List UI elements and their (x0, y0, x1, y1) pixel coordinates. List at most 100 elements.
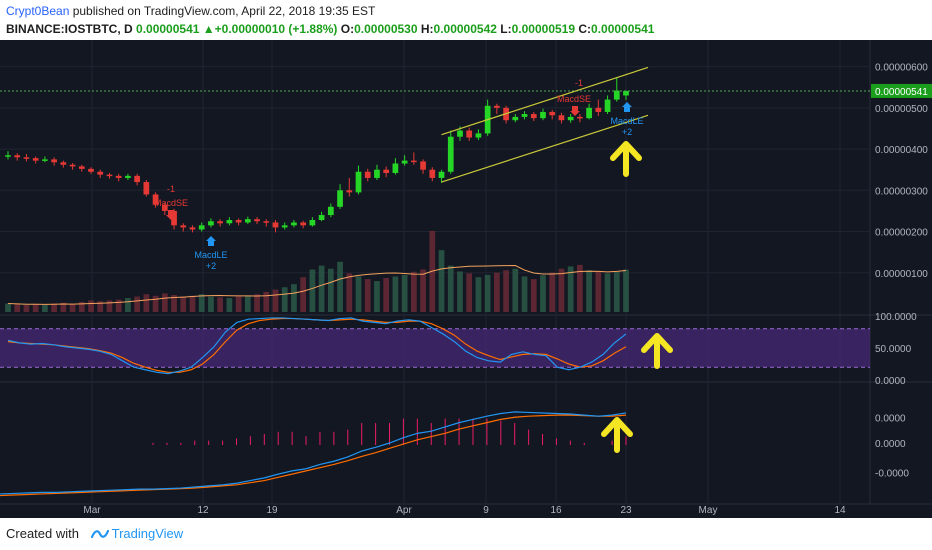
volume-bar (623, 269, 629, 312)
last-price-badge (871, 83, 932, 98)
macd-panel (0, 411, 627, 497)
channel-lower-line (441, 114, 649, 183)
volume-bar (521, 276, 528, 312)
volume-bar (327, 268, 334, 312)
volume-bar (198, 294, 205, 312)
volume-bar (23, 305, 30, 312)
volume-bar (5, 303, 11, 312)
volume-bar (300, 277, 307, 312)
candle-body (429, 169, 436, 178)
macd-le-2-label: MacdLE (610, 116, 643, 126)
volume-bar (558, 268, 565, 312)
candle-body (161, 204, 168, 211)
macd-le-1-count: +2 (206, 261, 216, 271)
macd-se-2-arrow-icon (570, 106, 580, 116)
macd-se-1-label: MacdSE (154, 198, 188, 208)
stoch-tick-label: 0.0000 (875, 376, 906, 387)
x-tick-label: 19 (266, 505, 278, 516)
volume-bar (392, 276, 399, 312)
candle-body (577, 116, 583, 119)
price-tick-label: 0.00000300 (875, 186, 928, 197)
macd-yellow-arrow-icon (601, 417, 633, 453)
volume-bar (235, 296, 242, 312)
volume-bar (484, 274, 491, 312)
stoch-tick-label: 100.0000 (875, 312, 917, 323)
candle-body (32, 158, 39, 161)
volume-bar (401, 274, 408, 312)
macd-se-1-count: -1 (167, 184, 175, 194)
macd-se-2-label: MacdSE (557, 94, 591, 104)
x-tick-label: May (699, 505, 718, 516)
author-link[interactable]: Crypt0Bean (6, 4, 70, 18)
candle-body (272, 222, 279, 228)
candle-body (254, 219, 260, 222)
stoch-k-line (7, 317, 627, 375)
high-value: 0.00000542 (433, 22, 497, 36)
candle-body (208, 221, 214, 226)
candle-body (530, 114, 537, 119)
macd-le-1-arrow-icon (206, 236, 216, 246)
volume-bar (530, 279, 537, 312)
volume-bar (69, 304, 76, 312)
volume-bar (263, 291, 270, 312)
x-tick-label: 12 (197, 505, 209, 516)
volume-bar (586, 270, 592, 312)
candle-body (512, 116, 519, 121)
candle-body (244, 219, 251, 223)
volume-bar (475, 277, 482, 312)
volume-bar (97, 301, 104, 312)
volume-bar (613, 271, 620, 312)
volume-bar (318, 265, 325, 312)
volume-bar (106, 300, 113, 312)
volume-bar (595, 271, 602, 312)
volume-bar (291, 284, 297, 312)
candle-body (558, 115, 565, 121)
low-label: L: (500, 22, 512, 36)
volume-bar (272, 289, 279, 312)
macd-signal-line (0, 414, 627, 497)
volume-bar (410, 271, 417, 312)
created-with-label: Created with (6, 526, 79, 541)
macd-tick-label: 0.0000 (875, 413, 906, 424)
candle-body (51, 159, 57, 163)
candle-body (457, 130, 463, 137)
candle-body (171, 210, 177, 226)
price-tick-label: 0.00000100 (875, 269, 928, 280)
up-triangle-icon: ▲ (202, 22, 215, 36)
candle-body (355, 171, 362, 193)
price-tick-label: 0.00000500 (875, 104, 928, 115)
footer: Created with TradingView (0, 518, 932, 550)
volume-bar (161, 293, 168, 312)
candle-body (134, 175, 140, 183)
tradingview-brand-link[interactable]: TradingView (111, 526, 184, 541)
candle-body (595, 107, 602, 112)
candle-body (613, 90, 620, 100)
volume-bar (42, 305, 48, 312)
candle-body (604, 99, 611, 112)
price-tick-label: 0.00000400 (875, 145, 928, 156)
candle-body (60, 162, 67, 165)
candle-body (309, 219, 316, 226)
x-tick-label: 14 (834, 505, 846, 516)
candle-body (189, 227, 196, 230)
chart-area[interactable]: Mar 12 19 Apr 9 16 23 May 14 0.00000600 0.00000500… (0, 40, 932, 518)
stoch-tick-label: 50.0000 (875, 344, 912, 355)
x-tick-label: 9 (483, 505, 489, 516)
stoch-yellow-arrow-icon (641, 333, 673, 369)
volume-bar (512, 268, 519, 312)
chart-background (0, 40, 932, 518)
candle-body (152, 194, 159, 205)
volume-bar (364, 279, 371, 312)
candle-body (540, 111, 546, 119)
volume-bar (438, 250, 445, 312)
open-value: 0.00000530 (354, 22, 418, 36)
volume-bar (281, 287, 288, 312)
volume-bar (567, 266, 574, 312)
x-tick-label: Mar (83, 505, 101, 516)
volume-bar (88, 300, 94, 312)
volume-ma-line (7, 265, 627, 305)
candle-body (337, 190, 343, 207)
candle-body (88, 168, 94, 172)
candle-body (226, 219, 233, 224)
